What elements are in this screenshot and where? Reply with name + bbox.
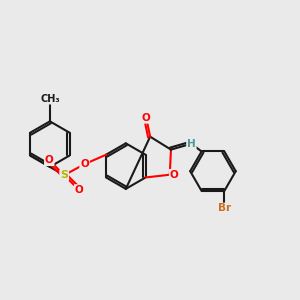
Text: O: O [80,159,89,169]
Text: O: O [75,185,83,195]
Text: S: S [60,170,68,180]
Text: O: O [170,170,178,180]
Text: H: H [187,139,196,149]
Text: Br: Br [218,203,231,214]
Text: CH₃: CH₃ [40,94,60,104]
Text: O: O [142,113,151,123]
Text: O: O [45,155,54,165]
